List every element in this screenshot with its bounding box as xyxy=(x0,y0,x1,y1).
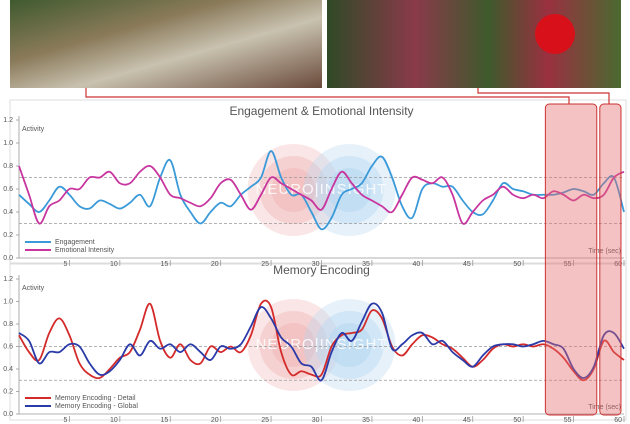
watermark: NEURO|INSIGHT xyxy=(256,181,388,198)
x-axis-label: Time (sec) xyxy=(588,248,621,255)
photo-strip xyxy=(10,0,322,88)
y-tick-label: 0.6 xyxy=(3,186,13,193)
y-tick-label: 0.8 xyxy=(3,321,13,328)
series-line xyxy=(18,299,625,382)
x-tick-label: 10 xyxy=(110,417,118,424)
x-tick-label: 30 xyxy=(312,417,320,424)
connector xyxy=(85,88,570,104)
x-tick-label: 15 xyxy=(160,417,168,424)
y-axis-label: Activity xyxy=(22,126,45,133)
series-line xyxy=(18,302,625,382)
y-tick-label: 1.2 xyxy=(3,276,13,283)
y-tick-label: 0.2 xyxy=(3,232,13,239)
x-tick-label: 45 xyxy=(463,417,471,424)
y-axis-label: Activity xyxy=(22,285,45,292)
x-tick-label: 50 xyxy=(513,417,521,424)
y-tick-label: 0.4 xyxy=(3,209,13,216)
logo-badge xyxy=(535,14,575,54)
y-tick-label: 0.4 xyxy=(3,366,13,373)
watermark-circle xyxy=(327,323,372,367)
connector xyxy=(477,88,610,104)
chart-panel xyxy=(9,263,627,421)
y-tick-label: 0.8 xyxy=(3,163,13,170)
x-tick-label: 10 xyxy=(110,261,118,268)
y-tick-label: 1.0 xyxy=(3,298,13,305)
x-tick-label: 50 xyxy=(513,261,521,268)
y-tick-label: 0.2 xyxy=(3,388,13,395)
y-tick-label: 0.0 xyxy=(3,255,13,262)
x-tick-label: 35 xyxy=(362,261,370,268)
x-tick-label: 20 xyxy=(211,261,219,268)
x-tick-label: 25 xyxy=(261,261,269,268)
x-tick-label: 40 xyxy=(413,417,421,424)
chart-panel xyxy=(9,99,627,264)
series-line xyxy=(18,150,625,231)
chart-title: Engagement & Emotional Intensity xyxy=(229,104,413,118)
x-tick-label: 5 xyxy=(64,261,68,268)
x-axis-label: Time (sec) xyxy=(588,404,621,411)
photo-strip xyxy=(327,0,621,88)
legend-label: Memory Encoding - Global xyxy=(55,403,138,410)
x-tick-label: 55 xyxy=(564,261,572,268)
x-tick-label: 25 xyxy=(261,417,269,424)
y-tick-label: 0.6 xyxy=(3,343,13,350)
x-tick-label: 5 xyxy=(64,417,68,424)
x-tick-label: 30 xyxy=(312,261,320,268)
y-tick-label: 1.2 xyxy=(3,117,13,124)
watermark: NEURO|INSIGHT xyxy=(256,336,388,353)
x-tick-label: 60 xyxy=(614,417,622,424)
y-tick-label: 1.0 xyxy=(3,140,13,147)
x-tick-label: 55 xyxy=(564,417,572,424)
legend-label: Emotional Intensity xyxy=(55,247,115,254)
x-tick-label: 15 xyxy=(160,261,168,268)
x-tick-label: 45 xyxy=(463,261,471,268)
series-line xyxy=(18,164,625,225)
chart-title: Memory Encoding xyxy=(273,263,370,277)
legend-label: Memory Encoding - Detail xyxy=(55,395,136,402)
x-tick-label: 35 xyxy=(362,417,370,424)
x-tick-label: 60 xyxy=(614,261,622,268)
highlight-band xyxy=(599,103,622,416)
y-tick-label: 0.0 xyxy=(3,411,13,418)
highlight-band xyxy=(544,103,598,416)
x-tick-label: 20 xyxy=(211,417,219,424)
legend-label: Engagement xyxy=(55,239,95,246)
x-tick-label: 40 xyxy=(413,261,421,268)
